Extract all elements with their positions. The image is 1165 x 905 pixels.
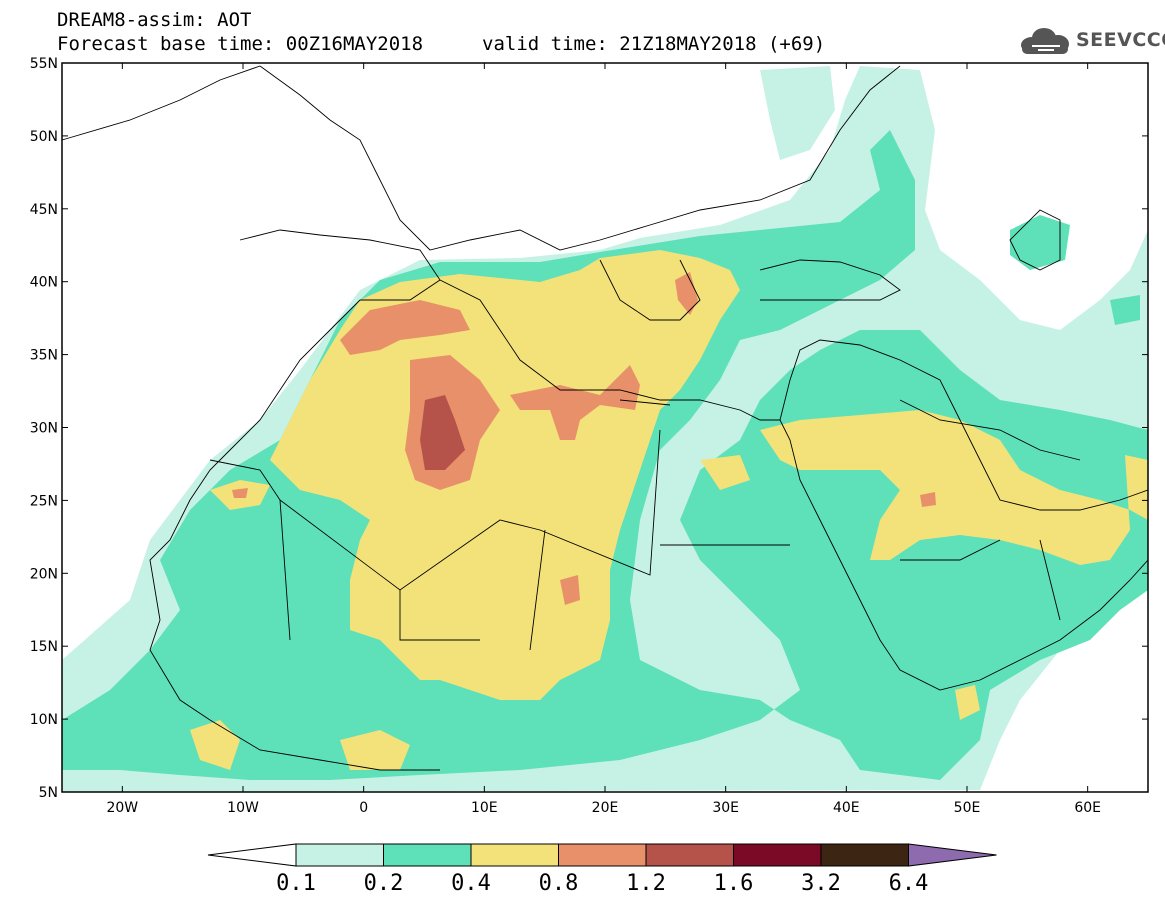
- aot-field-0-8: [232, 488, 248, 498]
- colorbar-label: 3.2: [801, 871, 841, 896]
- aot-field-0-2: [1110, 295, 1140, 325]
- colorbar-over-arrow: [908, 843, 997, 867]
- colorbar-swatch: [733, 843, 822, 867]
- colorbar-label: 1.6: [714, 871, 754, 896]
- lon-tick-label: 50E: [954, 800, 981, 816]
- lon-tick-label: 10E: [471, 800, 498, 816]
- lon-tick-label: 20E: [592, 800, 619, 816]
- colorbar-label: 0.8: [539, 871, 579, 896]
- aot-colorbar: 0.1 0.2 0.4 0.8 1.2 1.6 3.2 6.4: [207, 843, 997, 896]
- map-title: DREAM8-assim: AOT: [57, 9, 252, 31]
- colorbar-under-arrow: [207, 843, 297, 867]
- aot-field-0-4: [700, 455, 750, 490]
- lat-tick-label: 10N: [30, 712, 58, 728]
- lat-tick-label: 15N: [30, 639, 58, 655]
- forecast-base-time: Forecast base time: 00Z16MAY2018: [57, 33, 424, 55]
- colorbar-label: 0.4: [451, 871, 491, 896]
- colorbar-label: 0.1: [276, 871, 316, 896]
- lon-tick-label: 40E: [833, 800, 860, 816]
- valid-time: valid time: 21Z18MAY2018 (+69): [482, 33, 826, 55]
- aot-field-0-8: [510, 365, 640, 440]
- latitude-axis: 55N 50N 45N 40N 35N 30N 25N 20N 15N 10N 5N: [30, 56, 1148, 801]
- aot-field-1-2: [420, 395, 465, 470]
- cloud-icon: [1021, 28, 1069, 54]
- aot-field-0-8: [675, 272, 698, 315]
- colorbar-label: 0.2: [364, 871, 404, 896]
- lat-tick-label: 30N: [30, 421, 58, 437]
- coastline-borders: [61, 65, 1149, 771]
- lon-tick-label: 10W: [227, 800, 259, 816]
- aot-field-0-1: [760, 66, 835, 160]
- aot-field-0-2: [1010, 215, 1070, 270]
- lat-tick-label: 50N: [30, 129, 58, 145]
- lat-tick-label: 55N: [30, 56, 58, 72]
- colorbar-label: 6.4: [889, 871, 929, 896]
- aot-field-0-8: [920, 492, 936, 507]
- colorbar-swatch: [558, 843, 647, 867]
- aot-field-0-4: [955, 685, 980, 720]
- lat-tick-label: 25N: [30, 493, 58, 509]
- colorbar-swatch: [383, 843, 472, 867]
- aot-field-0-4: [340, 730, 410, 770]
- aot-field-0-4: [270, 250, 740, 700]
- aot-field-0-4: [190, 720, 240, 770]
- lon-tick-label: 20W: [106, 800, 138, 816]
- aot-field-0-8: [560, 575, 580, 605]
- aot-field-0-8: [340, 300, 470, 355]
- lon-tick-label: 0: [359, 800, 368, 816]
- colorbar-swatch: [645, 843, 734, 867]
- colorbar-label: 1.2: [626, 871, 666, 896]
- aot-field-0-4: [760, 410, 1148, 565]
- aot-contour-fields: [62, 66, 1148, 792]
- lat-tick-label: 20N: [30, 566, 58, 582]
- colorbar-swatch: [470, 843, 559, 867]
- longitude-axis: 20W 10W 0 10E 20E 30E 40E 50E 60E: [106, 63, 1101, 816]
- lon-tick-label: 30E: [712, 800, 739, 816]
- lat-tick-label: 35N: [30, 348, 58, 364]
- lat-tick-label: 40N: [30, 275, 58, 291]
- lat-tick-label: 45N: [30, 202, 58, 218]
- colorbar-swatch: [295, 843, 384, 867]
- logo-text: SEEVCCC: [1076, 29, 1165, 51]
- colorbar-swatch: [820, 843, 909, 867]
- lat-tick-label: 5N: [39, 785, 58, 801]
- lon-tick-label: 60E: [1074, 800, 1101, 816]
